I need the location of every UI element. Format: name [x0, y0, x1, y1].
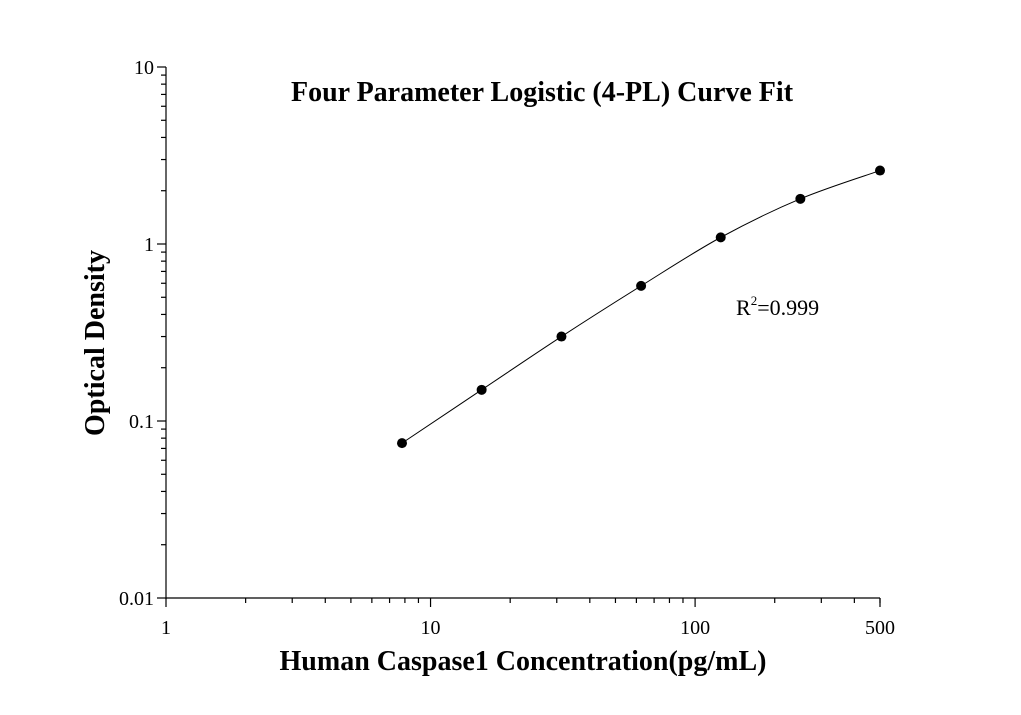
y-tick-label: 10 — [134, 57, 154, 79]
x-axis-title: Human Caspase1 Concentration(pg/mL) — [280, 646, 767, 677]
r-squared-annotation: R2=0.999 — [736, 293, 819, 320]
data-point — [476, 384, 487, 395]
y-axis-title: Optical Density — [80, 250, 111, 436]
x-tick-label: 10 — [421, 617, 441, 639]
x-tick-label: 500 — [865, 617, 895, 639]
data-points — [396, 165, 885, 449]
r-squared-superscript: 2 — [751, 293, 758, 308]
tick-labels: 1 10 100 500 0.01 0.1 1 10 — [119, 57, 895, 639]
x-tick-label: 1 — [161, 617, 171, 639]
data-point — [636, 280, 647, 291]
r-squared-symbol: R — [736, 295, 751, 320]
axes — [165, 67, 880, 599]
y-tick-label: 0.1 — [129, 411, 154, 433]
data-point — [875, 165, 885, 176]
data-point — [556, 331, 567, 342]
data-point — [396, 438, 407, 449]
r-squared-value: =0.999 — [757, 295, 819, 320]
data-point — [715, 232, 726, 243]
y-tick-label: 0.01 — [119, 588, 154, 610]
chart-title: Four Parameter Logistic (4-PL) Curve Fit — [291, 77, 794, 108]
x-tick-label: 100 — [680, 617, 710, 639]
y-tick-label: 1 — [144, 234, 154, 256]
data-point — [795, 193, 806, 204]
tick-marks — [157, 66, 881, 607]
